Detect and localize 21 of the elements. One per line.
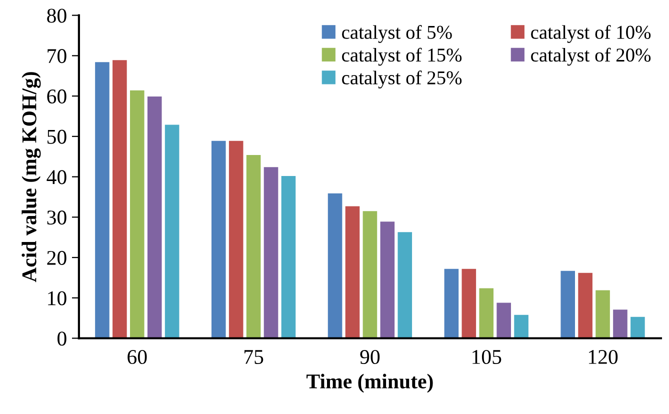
y-tick-label: 80 [47,8,66,23]
legend-label: catalyst of 25% [342,70,462,88]
x-tick-label: 75 [244,350,264,364]
y-tick-label: 40 [46,170,66,184]
y-tick-label: 50 [48,130,66,144]
y-tick-label: 0 [58,332,66,346]
y-tick-label: 70 [48,49,66,64]
x-axis-title: Time (minute) [306,374,433,393]
y-tick-label: 30 [47,210,66,225]
legend-label: catalyst of 10% [531,25,651,43]
x-tick-label: 60 [128,350,147,364]
legend-label: catalyst of 15% [342,48,462,66]
y-tick-label: 20 [47,250,66,265]
legend-label: catalyst of 5% [342,25,452,43]
legend-label: catalyst of 20% [531,48,651,66]
y-axis-title: Acid value (mg KOH/g) [22,72,41,282]
x-tick-label: 90 [360,350,380,364]
x-tick-label: 120 [588,350,618,364]
x-tick-label: 105 [472,350,502,364]
y-tick-label: 10 [48,291,66,306]
y-tick-label: 60 [47,89,66,104]
